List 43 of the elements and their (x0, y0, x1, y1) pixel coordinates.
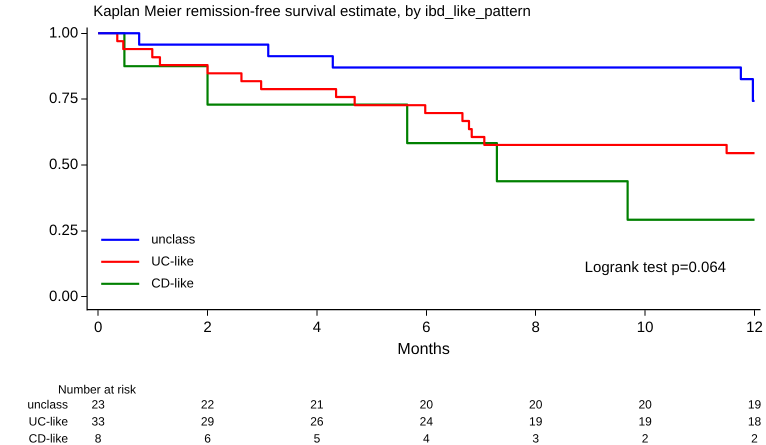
text: unclass (27, 397, 68, 412)
text: 5 (314, 431, 321, 445)
y-tick-label: 1.00 (48, 24, 78, 42)
legend-label: UC-like (151, 253, 194, 268)
text: 24 (420, 414, 434, 428)
text: 8 (94, 431, 102, 445)
y-tick-label: 0.50 (48, 156, 78, 174)
text: CD-like (28, 431, 68, 445)
text: 2 (642, 431, 649, 445)
x-tick-label: 12 (746, 318, 763, 336)
legend-label: CD-like (151, 275, 194, 290)
text: 2 (751, 431, 758, 445)
annotation: Logrank test p=0.064 (584, 258, 726, 276)
text: UC-like (28, 414, 68, 428)
y-tick-label: 0.75 (48, 90, 78, 108)
text: 29 (200, 414, 215, 428)
legend-label: unclass (151, 231, 196, 246)
text: 19 (638, 414, 652, 428)
text: 20 (420, 397, 434, 412)
text: 3 (532, 431, 540, 445)
text: 22 (200, 397, 215, 412)
text: 19 (748, 397, 762, 412)
chart-title: Kaplan Meier remission-free survival estimate, by ibd_like_pattern (93, 3, 531, 20)
text: Number at risk (58, 382, 138, 396)
text: 4 (422, 431, 430, 445)
x-tick-label: 0 (94, 318, 102, 336)
text: 23 (91, 397, 106, 412)
x-tick-label: 8 (532, 318, 540, 336)
x-tick-label: 2 (203, 318, 212, 336)
text: 18 (748, 414, 762, 428)
x-tick-label: 6 (422, 318, 431, 336)
text: 20 (529, 397, 543, 412)
x-tick-label: 4 (312, 318, 322, 336)
text: 21 (310, 397, 324, 412)
text: 20 (638, 397, 652, 412)
text: 26 (310, 414, 324, 428)
text: 33 (91, 414, 106, 428)
x-tick-label: 10 (636, 318, 654, 336)
x-axis-title: Months (397, 340, 450, 358)
text: 6 (204, 431, 212, 445)
text: 19 (529, 414, 543, 428)
y-tick-label: 0.25 (48, 222, 78, 239)
y-tick-label: 0.00 (48, 288, 78, 305)
